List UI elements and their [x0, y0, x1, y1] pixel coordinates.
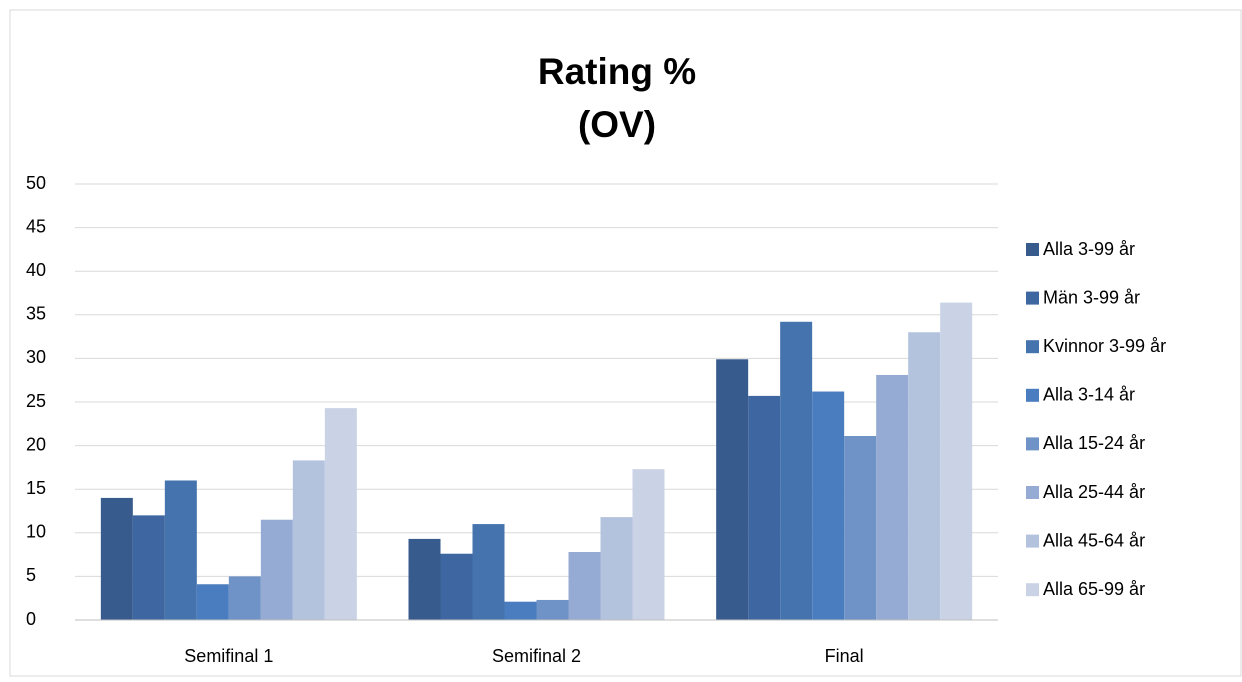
legend-label: Alla 3-99 år	[1043, 239, 1135, 259]
y-tick-label: 40	[26, 260, 46, 280]
x-tick-label: Semifinal 1	[184, 646, 273, 666]
legend-swatch	[1026, 486, 1039, 499]
y-tick-label: 0	[26, 609, 36, 629]
y-tick-label: 20	[26, 434, 46, 454]
bar	[504, 601, 537, 620]
bar	[876, 374, 909, 620]
bar	[472, 524, 505, 620]
x-tick-label: Semifinal 2	[492, 646, 581, 666]
bar	[440, 553, 473, 620]
legend-label: Män 3-99 år	[1043, 287, 1140, 307]
bar	[260, 519, 293, 620]
legend-label: Alla 45-64 år	[1043, 530, 1145, 550]
legend-label: Alla 65-99 år	[1043, 579, 1145, 599]
legend-label: Alla 25-44 år	[1043, 482, 1145, 502]
y-tick-label: 35	[26, 304, 46, 324]
bar	[164, 480, 197, 620]
legend-label: Kvinnor 3-99 år	[1043, 336, 1166, 356]
bar	[600, 517, 633, 620]
y-tick-label: 50	[26, 173, 46, 193]
bar	[196, 584, 229, 620]
x-tick-label: Final	[825, 646, 864, 666]
chart-title: Rating %	[538, 51, 696, 92]
legend-swatch	[1026, 388, 1039, 402]
bar	[292, 460, 325, 620]
y-tick-label: 30	[26, 347, 46, 367]
y-tick-label: 45	[26, 216, 46, 236]
bar	[632, 469, 665, 620]
bar	[812, 391, 845, 620]
legend-swatch	[1026, 534, 1039, 548]
bar	[716, 359, 749, 620]
y-tick-label: 25	[26, 391, 46, 411]
bar	[940, 302, 973, 620]
y-tick-label: 10	[26, 522, 46, 542]
bar	[780, 321, 813, 620]
legend-swatch	[1026, 291, 1039, 305]
legend-label: Alla 3-14 år	[1043, 385, 1135, 405]
bar	[568, 551, 601, 620]
bar	[908, 332, 941, 620]
chart-subtitle: (OV)	[578, 104, 656, 145]
legend-swatch	[1026, 340, 1039, 354]
bar	[844, 436, 877, 620]
y-tick-label: 5	[26, 565, 36, 585]
legend-swatch	[1026, 583, 1039, 597]
bar	[748, 395, 781, 620]
legend-label: Alla 15-24 år	[1043, 433, 1145, 453]
bar	[324, 408, 357, 620]
bar	[536, 599, 569, 620]
bar	[408, 538, 441, 620]
bar	[228, 576, 261, 620]
legend-swatch	[1026, 437, 1039, 451]
legend-swatch	[1026, 243, 1039, 256]
bar	[100, 497, 133, 620]
bar	[132, 515, 165, 620]
y-tick-label: 15	[26, 478, 46, 498]
